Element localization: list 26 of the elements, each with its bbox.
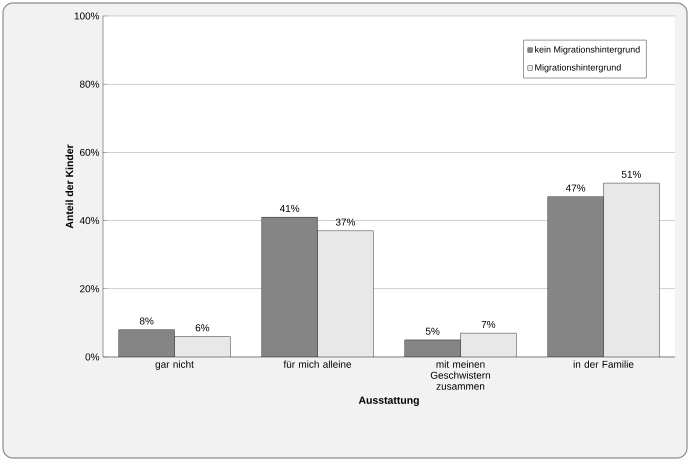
data-label: 5% bbox=[426, 328, 440, 335]
x-tick-label: für mich alleine bbox=[284, 360, 352, 368]
y-tick-label: 60% bbox=[80, 148, 100, 156]
bar bbox=[174, 336, 230, 357]
x-axis-title: Ausstattung bbox=[358, 396, 419, 406]
data-label: 6% bbox=[196, 324, 210, 332]
y-axis-title: Anteil der Kinder bbox=[65, 144, 74, 228]
data-label: 7% bbox=[482, 320, 496, 328]
data-label: 8% bbox=[140, 317, 154, 324]
data-label: 37% bbox=[336, 218, 356, 226]
bar bbox=[603, 182, 660, 357]
legend-label: kein Migrationshintergrund bbox=[535, 46, 640, 54]
y-tick-label: 0% bbox=[85, 353, 100, 361]
x-tick-label: mit meinen Geschwistern zusammen bbox=[430, 360, 490, 390]
x-tick-label: in der Familie bbox=[574, 360, 634, 368]
y-tick-label: 40% bbox=[80, 217, 100, 224]
y-tick-label: 80% bbox=[80, 80, 100, 88]
y-tick-label: 100% bbox=[74, 12, 100, 20]
y-tick-label: 20% bbox=[80, 285, 100, 292]
bar bbox=[318, 230, 374, 357]
x-tick-label: gar nicht bbox=[156, 360, 194, 370]
data-label: 47% bbox=[566, 184, 586, 192]
data-label: 51% bbox=[622, 170, 642, 178]
bar bbox=[460, 333, 516, 357]
legend-label: Migrationshintergrund bbox=[535, 64, 621, 72]
data-label: 41% bbox=[280, 204, 300, 212]
